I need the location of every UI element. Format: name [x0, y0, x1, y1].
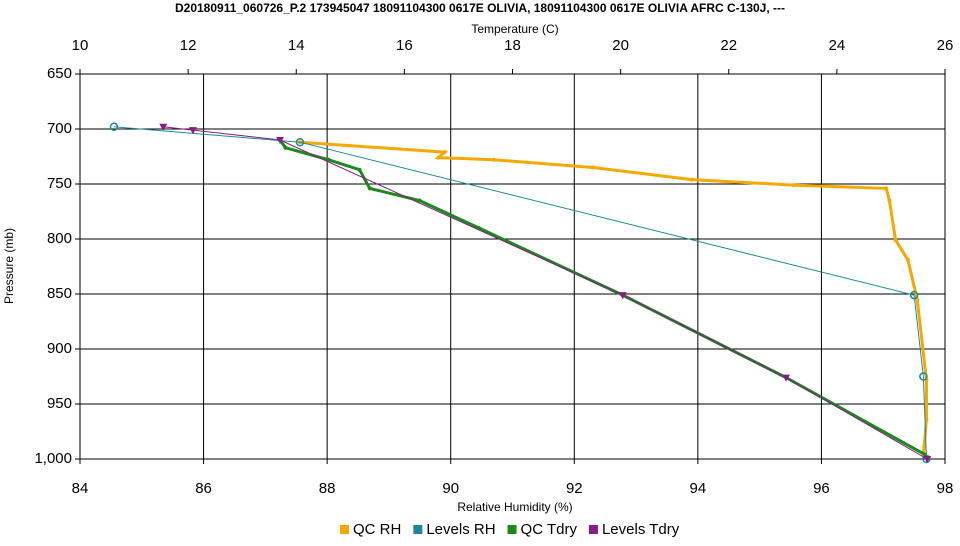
marker [909, 290, 919, 300]
x-tick-label: 84 [72, 480, 89, 497]
marker [590, 165, 595, 170]
marker [276, 137, 285, 144]
marker [476, 226, 481, 230]
chart-title: D20180911_060726_P.2 173945047 180911043… [175, 1, 785, 15]
legend-swatch [340, 525, 349, 534]
series-line [299, 140, 928, 455]
marker [491, 157, 496, 162]
x2-tick-label: 20 [612, 37, 629, 54]
marker [905, 257, 910, 262]
x2-tick-label: 12 [180, 37, 197, 54]
marker [159, 123, 168, 131]
y-tick-label: 900 [47, 340, 72, 357]
y-tick-label: 750 [47, 175, 72, 192]
legend-swatch [507, 525, 517, 534]
x2-tick-label: 14 [288, 37, 305, 54]
marker [188, 127, 197, 135]
x-tick-label: 96 [813, 480, 830, 497]
marker [283, 145, 288, 150]
x2-tick-label: 26 [937, 37, 954, 54]
x-tick-label: 92 [566, 480, 583, 497]
series-line [113, 126, 927, 460]
y-tick-label: 1,000 [34, 450, 72, 467]
y-tick-label: 800 [47, 230, 72, 247]
series-line [163, 126, 928, 460]
marker [893, 238, 898, 243]
x-tick-label: 94 [690, 480, 707, 497]
y-tick-label: 700 [47, 120, 72, 137]
legend-swatch [413, 525, 423, 534]
marker [326, 157, 331, 162]
marker [436, 155, 441, 160]
x-tick-label: 98 [937, 480, 954, 497]
legend-swatch [588, 525, 598, 534]
x2-tick-label: 16 [396, 37, 413, 54]
y-axis-label: Pressure (mb) [2, 228, 16, 304]
marker [791, 183, 796, 188]
y-tick-label: 950 [47, 395, 72, 412]
legend-label: Levels Tdry [602, 521, 680, 538]
x-tick-label: 90 [442, 480, 459, 497]
x-axis-label: Relative Humidity (%) [457, 500, 572, 514]
x2-axis-label: Temperature (C) [471, 22, 558, 36]
marker [442, 150, 447, 155]
marker [919, 372, 928, 381]
marker [782, 374, 791, 382]
marker [923, 456, 932, 463]
marker [689, 177, 694, 182]
x-tick-label: 86 [195, 480, 212, 497]
y-tick-label: 650 [47, 65, 72, 82]
marker [357, 167, 362, 172]
legend-label: QC RH [353, 521, 401, 538]
legend-label: Levels RH [426, 521, 495, 538]
x2-tick-label: 22 [720, 37, 737, 54]
x-tick-label: 88 [319, 480, 336, 497]
marker [109, 122, 119, 132]
x2-tick-label: 10 [72, 37, 89, 54]
marker [417, 198, 422, 203]
x2-tick-label: 24 [829, 37, 846, 54]
marker [367, 186, 372, 191]
x2-tick-label: 18 [504, 37, 521, 54]
marker [887, 198, 892, 203]
y-tick-label: 850 [47, 285, 72, 302]
marker [618, 292, 627, 300]
legend-label: QC Tdry [521, 521, 578, 538]
marker [295, 137, 305, 147]
marker [922, 452, 927, 457]
marker [884, 186, 889, 191]
